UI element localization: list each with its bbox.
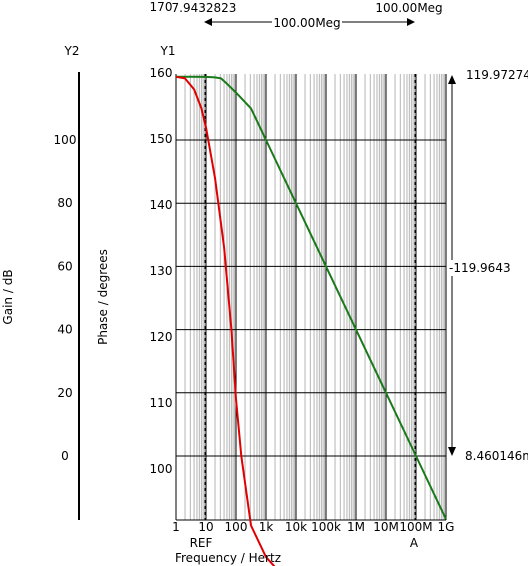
y1-tick-label: 170 <box>150 0 173 14</box>
grid <box>175 74 447 521</box>
y2-tick-label: 20 <box>57 386 72 400</box>
delta-x-label-background <box>272 14 342 30</box>
y1-axis-label: Phase / degrees <box>96 249 110 345</box>
a-cursor-label: A <box>410 536 419 550</box>
y2-axis-label: Gain / dB <box>1 269 15 324</box>
y2-axis-title: Y2 <box>64 44 80 58</box>
delta-x-readout: 100.00Meg <box>273 16 340 30</box>
arrow-up-icon <box>448 75 456 84</box>
y2-tick-label: 40 <box>57 323 72 337</box>
y1-tick-label: 140 <box>150 198 173 212</box>
y1-tick-label: 120 <box>150 330 173 344</box>
y2-tick-label: 80 <box>57 196 72 210</box>
top-y-readout: 119.97274 <box>466 68 528 82</box>
series-line-1 <box>176 75 447 520</box>
x-tick-label: 100M <box>399 520 432 534</box>
x-tick-label: 10 <box>198 520 213 534</box>
y2-tick-label: 0 <box>61 449 69 463</box>
delta-y-readout: -119.9643 <box>449 261 511 275</box>
x-tick-label: 1k <box>259 520 274 534</box>
arrow-left-icon <box>204 18 212 26</box>
y1-tick-label: 100 <box>150 462 173 476</box>
delta-y-label-background <box>447 260 517 276</box>
x-tick-label: 1G <box>438 520 455 534</box>
arrow-right-icon <box>407 18 415 26</box>
ref-x-readout: 7.9432823 <box>172 1 237 15</box>
x-tick-label: 1M <box>347 520 365 534</box>
y1-tick-label: 160 <box>150 66 173 80</box>
x-tick-label: 10M <box>373 520 399 534</box>
cursor-x-readout: 100.00Meg <box>375 1 442 15</box>
x-tick-label: 100k <box>311 520 341 534</box>
series-line-2 <box>175 75 276 566</box>
x-axis-label: Frequency / Hertz <box>175 551 281 565</box>
arrow-down-icon <box>448 447 456 456</box>
tick-labels: 1 10 100 1k 10k 100k 1M 10M 100M 1G02040608010010… <box>54 0 455 534</box>
ref-cursor-label: REF <box>190 536 213 550</box>
x-tick-label: 1 <box>172 520 180 534</box>
x-tick-label: 100 <box>225 520 248 534</box>
y1-axis-title: Y1 <box>160 44 176 58</box>
cursor-y-readout: 8.460146m <box>465 449 528 463</box>
x-tick-label: 10k <box>285 520 307 534</box>
series <box>175 75 447 566</box>
y2-tick-label: 100 <box>54 133 77 147</box>
y1-tick-label: 110 <box>150 396 173 410</box>
y1-tick-label: 150 <box>150 132 173 146</box>
y1-tick-label: 130 <box>150 264 173 278</box>
y2-tick-label: 60 <box>57 259 72 273</box>
